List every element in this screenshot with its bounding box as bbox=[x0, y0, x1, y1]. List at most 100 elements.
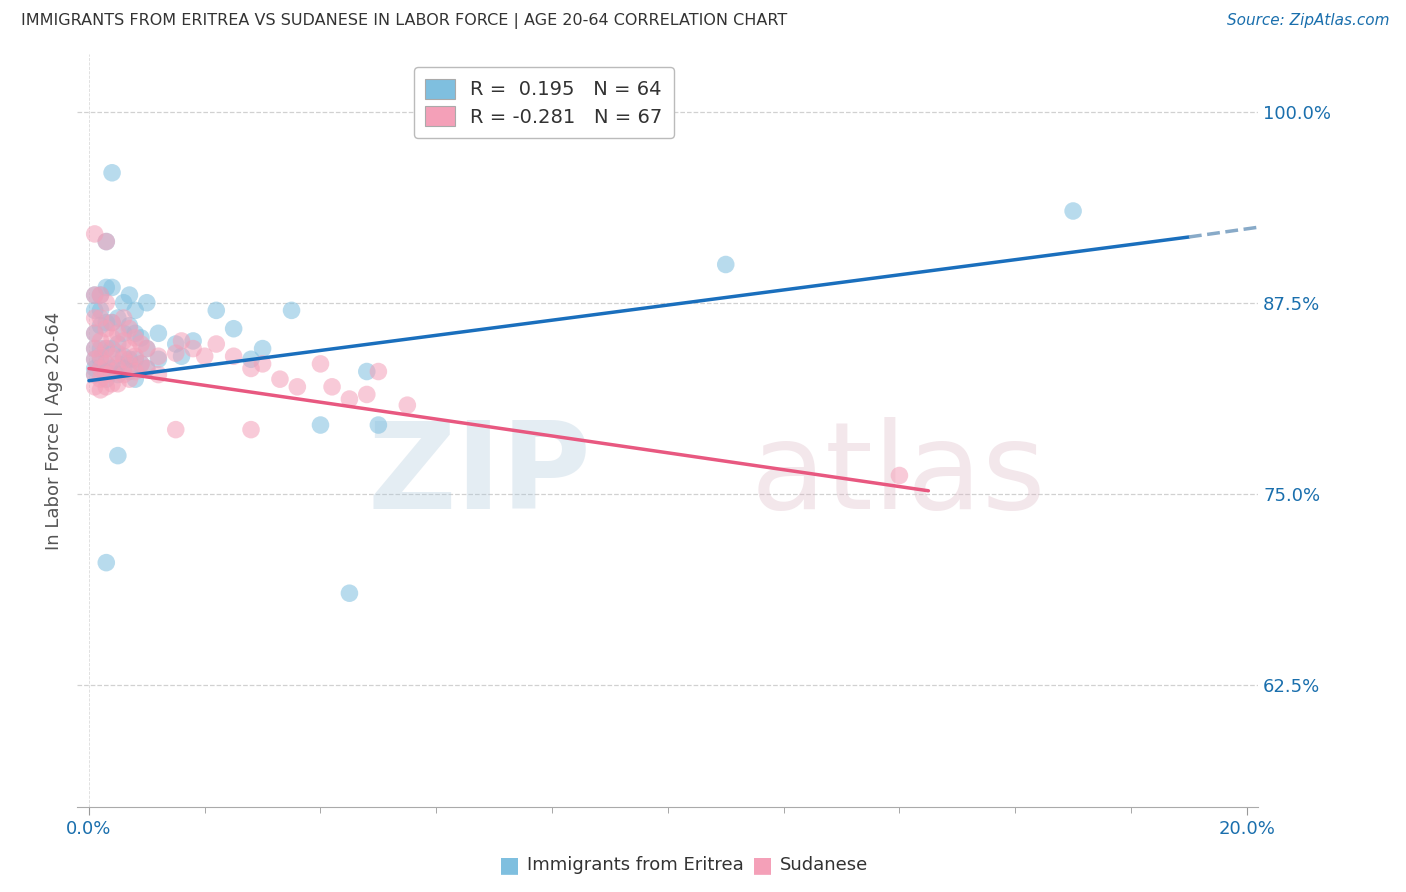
Point bbox=[252, 342, 274, 356]
Point bbox=[83, 288, 105, 302]
Text: atlas: atlas bbox=[751, 417, 1046, 534]
Point bbox=[101, 342, 124, 356]
Point bbox=[165, 337, 187, 351]
Point bbox=[89, 342, 111, 356]
Point bbox=[112, 368, 135, 382]
Point bbox=[321, 380, 343, 394]
Point bbox=[83, 361, 105, 376]
Point bbox=[124, 303, 146, 318]
Point bbox=[222, 349, 245, 363]
Point bbox=[89, 311, 111, 326]
Point bbox=[83, 326, 105, 341]
Point bbox=[148, 368, 170, 382]
Point bbox=[135, 361, 157, 376]
Point bbox=[205, 303, 228, 318]
Point bbox=[356, 387, 378, 401]
Point bbox=[124, 349, 146, 363]
Point bbox=[107, 449, 129, 463]
Point bbox=[118, 342, 141, 356]
Point bbox=[356, 365, 378, 379]
Point bbox=[101, 365, 124, 379]
Point bbox=[165, 423, 187, 437]
Point bbox=[89, 288, 111, 302]
Point bbox=[285, 380, 308, 394]
Point bbox=[112, 352, 135, 367]
Point bbox=[205, 337, 228, 351]
Point bbox=[96, 556, 118, 570]
Point bbox=[240, 361, 263, 376]
Text: Source: ZipAtlas.com: Source: ZipAtlas.com bbox=[1226, 13, 1389, 29]
Point bbox=[107, 311, 129, 326]
Point bbox=[83, 326, 105, 341]
Point bbox=[194, 349, 217, 363]
Point bbox=[124, 372, 146, 386]
Point bbox=[96, 372, 118, 386]
Point bbox=[101, 361, 124, 376]
Point bbox=[89, 361, 111, 376]
Point bbox=[714, 258, 737, 272]
Point bbox=[83, 352, 105, 367]
Point bbox=[89, 349, 111, 363]
Point bbox=[339, 586, 361, 600]
Point bbox=[112, 349, 135, 363]
Point bbox=[367, 418, 389, 433]
Point bbox=[181, 334, 204, 348]
Point bbox=[112, 311, 135, 326]
Point bbox=[118, 288, 141, 302]
Point bbox=[280, 303, 302, 318]
Point bbox=[124, 326, 146, 341]
Point bbox=[170, 334, 193, 348]
Point bbox=[135, 342, 157, 356]
Point bbox=[129, 337, 152, 351]
Point bbox=[96, 235, 118, 249]
Point bbox=[148, 352, 170, 367]
Y-axis label: In Labor Force | Age 20-64: In Labor Force | Age 20-64 bbox=[45, 311, 63, 549]
Point bbox=[89, 361, 111, 376]
Point bbox=[89, 318, 111, 333]
Text: IMMIGRANTS FROM ERITREA VS SUDANESE IN LABOR FORCE | AGE 20-64 CORRELATION CHART: IMMIGRANTS FROM ERITREA VS SUDANESE IN L… bbox=[21, 13, 787, 29]
Point bbox=[269, 372, 291, 386]
Point bbox=[339, 392, 361, 406]
Point bbox=[309, 357, 332, 371]
Point bbox=[135, 295, 157, 310]
Point bbox=[96, 357, 118, 371]
Point bbox=[83, 342, 105, 356]
Point bbox=[89, 334, 111, 348]
Point bbox=[124, 365, 146, 379]
Point bbox=[101, 331, 124, 345]
Point bbox=[252, 357, 274, 371]
Point bbox=[107, 361, 129, 376]
Point bbox=[96, 235, 118, 249]
Legend: R =  0.195   N = 64, R = -0.281   N = 67: R = 0.195 N = 64, R = -0.281 N = 67 bbox=[413, 67, 673, 138]
Point bbox=[148, 326, 170, 341]
Point bbox=[101, 349, 124, 363]
Point bbox=[83, 380, 105, 394]
Point bbox=[240, 352, 263, 367]
Point bbox=[129, 331, 152, 345]
Point bbox=[1062, 204, 1084, 219]
Text: ■: ■ bbox=[499, 855, 520, 875]
Point bbox=[107, 326, 129, 341]
Point bbox=[83, 352, 105, 367]
Point bbox=[96, 316, 118, 330]
Point bbox=[129, 357, 152, 371]
Text: Sudanese: Sudanese bbox=[780, 856, 869, 874]
Point bbox=[367, 365, 389, 379]
Point bbox=[101, 316, 124, 330]
Text: ZIP: ZIP bbox=[367, 417, 591, 534]
Text: ■: ■ bbox=[752, 855, 773, 875]
Point bbox=[129, 357, 152, 371]
Text: Immigrants from Eritrea: Immigrants from Eritrea bbox=[527, 856, 744, 874]
Point bbox=[107, 357, 129, 371]
Point bbox=[89, 288, 111, 302]
Point bbox=[83, 368, 105, 382]
Point bbox=[118, 372, 141, 386]
Point bbox=[96, 365, 118, 379]
Point bbox=[148, 349, 170, 363]
Point bbox=[83, 288, 105, 302]
Point bbox=[96, 280, 118, 294]
Point bbox=[112, 295, 135, 310]
Point bbox=[135, 342, 157, 356]
Point bbox=[96, 342, 118, 356]
Point bbox=[112, 361, 135, 376]
